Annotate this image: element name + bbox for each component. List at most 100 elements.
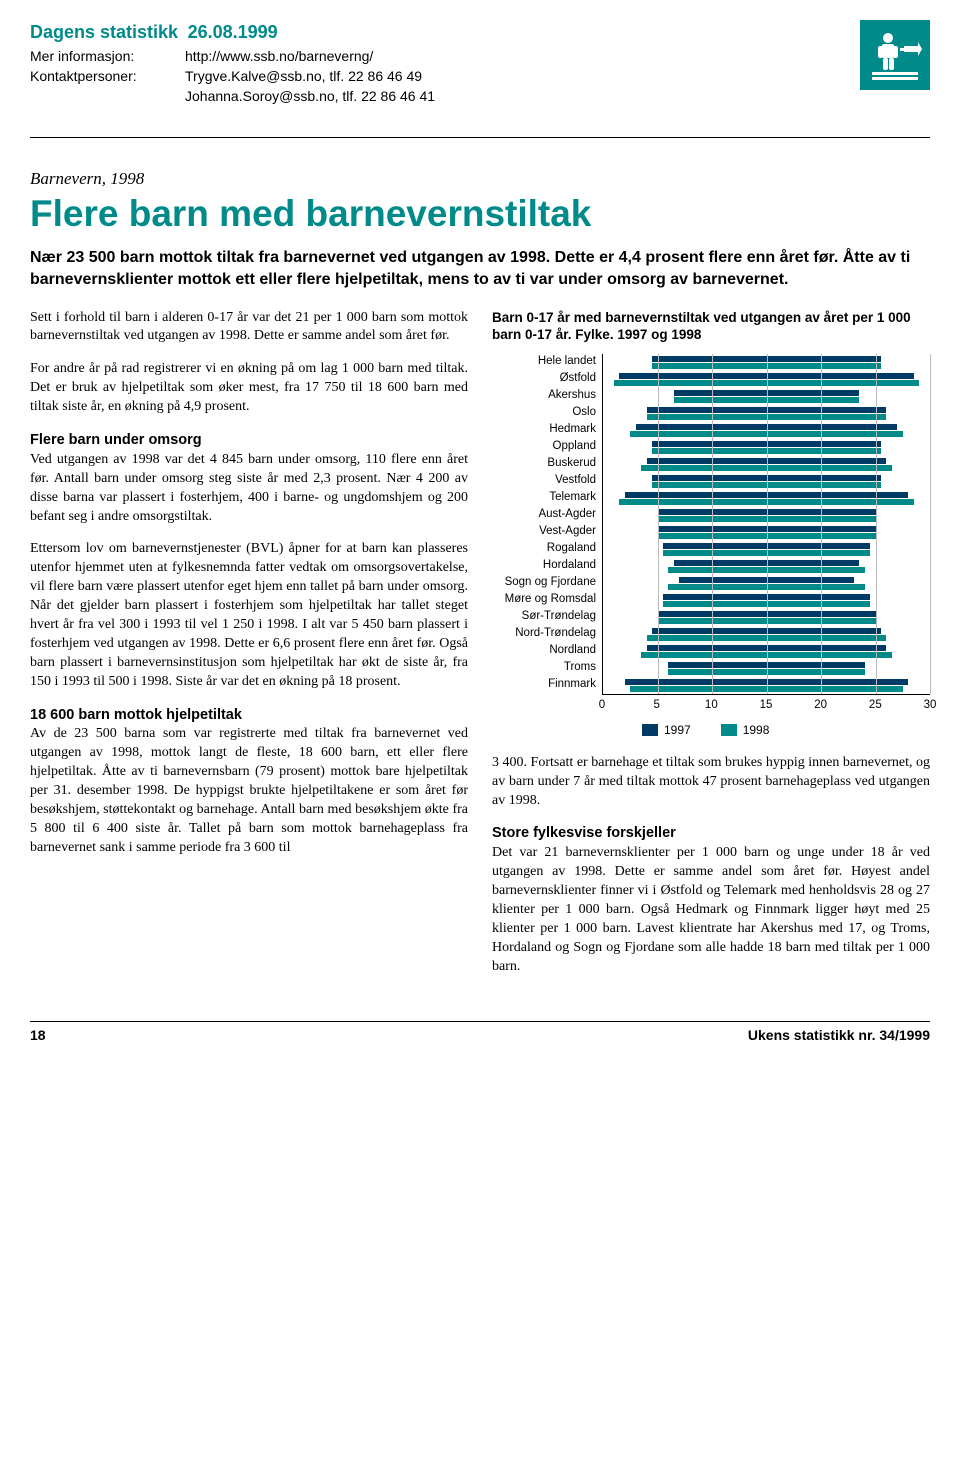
x-tick-label: 0: [599, 698, 605, 714]
chart-category-label: Buskerud: [492, 456, 602, 472]
divider: [30, 137, 930, 138]
bar-1998: [663, 601, 870, 607]
meta-label: [30, 87, 185, 106]
para: Store fylkesvise forskjeller Det var 21 …: [492, 824, 930, 976]
para: 18 600 barn mottok hjelpetiltak Av de 23…: [30, 706, 468, 858]
chart: Hele landetØstfoldAkershusOsloHedmarkOpp…: [492, 354, 930, 738]
chart-category-label: Møre og Romsdal: [492, 592, 602, 608]
bar-1998: [652, 482, 881, 488]
meta-label: Mer informasjon:: [30, 47, 185, 66]
bar-1997: [658, 611, 876, 617]
column-right: Barn 0-17 år med barnevernstiltak ved ut…: [492, 309, 930, 991]
x-tick-label: 25: [869, 698, 882, 714]
bar-1998: [652, 363, 881, 369]
kicker: Barnevern, 1998: [30, 168, 930, 191]
chart-category-label: Oppland: [492, 439, 602, 455]
chart-category-label: Hordaland: [492, 558, 602, 574]
header-date: 26.08.1999: [188, 22, 278, 42]
meta-row: Johanna.Soroy@ssb.no, tlf. 22 86 46 41: [30, 87, 860, 106]
para-text: Av de 23 500 barna som var registrerte m…: [30, 726, 468, 854]
logo-icon: [860, 20, 930, 90]
bar-1997: [674, 390, 859, 396]
bar-1998: [658, 618, 876, 624]
chart-category-label: Oslo: [492, 405, 602, 421]
legend-label: 1998: [743, 722, 770, 738]
page-number: 18: [30, 1026, 46, 1045]
chart-category-label: Hele landet: [492, 354, 602, 370]
subhead: Flere barn under omsorg: [30, 432, 202, 448]
bar-1997: [668, 662, 864, 668]
subhead: Store fylkesvise forskjeller: [492, 825, 676, 841]
bar-1997: [674, 560, 859, 566]
bar-1998: [668, 584, 864, 590]
bar-1997: [647, 645, 887, 651]
x-tick-label: 10: [705, 698, 718, 714]
bar-1997: [652, 628, 881, 634]
issue-ref: Ukens statistikk nr. 34/1999: [748, 1026, 930, 1045]
para-text: Ved utgangen av 1998 var det 4 845 barn …: [30, 452, 468, 524]
para: For andre år på rad registrerer vi en øk…: [30, 360, 468, 417]
para: Ettersom lov om barnevernstjenester (BVL…: [30, 540, 468, 691]
bar-1997: [652, 475, 881, 481]
chart-category-label: Østfold: [492, 371, 602, 387]
chart-category-label: Rogaland: [492, 541, 602, 557]
legend-swatch: [642, 724, 658, 736]
bar-1997: [625, 492, 908, 498]
legend-label: 1997: [664, 722, 691, 738]
para-text: Det var 21 barnevernsklienter per 1 000 …: [492, 845, 930, 973]
meta-label: Kontaktpersoner:: [30, 67, 185, 86]
bar-1998: [652, 448, 881, 454]
bar-1998: [641, 465, 892, 471]
bar-1997: [619, 373, 913, 379]
header-title-row: Dagens statistikk 26.08.1999: [30, 20, 860, 45]
gridline: [930, 354, 931, 694]
bar-1998: [674, 397, 859, 403]
x-tick-label: 30: [924, 698, 937, 714]
main-title: Flere barn med barnevernstiltak: [30, 195, 930, 234]
chart-category-label: Nordland: [492, 643, 602, 659]
chart-x-axis: 051015202530: [602, 698, 930, 712]
lead: Nær 23 500 barn mottok tiltak fra barnev…: [30, 247, 930, 290]
bar-1997: [647, 407, 887, 413]
bar-1998: [647, 414, 887, 420]
meta-row: Mer informasjon:http://www.ssb.no/barnev…: [30, 47, 860, 66]
bar-1997: [663, 543, 870, 549]
bar-1998: [658, 533, 876, 539]
chart-caption: Barn 0-17 år med barnevernstiltak ved ut…: [492, 309, 930, 344]
chart-category-label: Sogn og Fjordane: [492, 575, 602, 591]
footer: 18 Ukens statistikk nr. 34/1999: [30, 1021, 930, 1045]
bar-1998: [619, 499, 913, 505]
bar-1997: [647, 458, 887, 464]
subhead: 18 600 barn mottok hjelpetiltak: [30, 707, 242, 723]
chart-category-label: Troms: [492, 660, 602, 676]
x-tick-label: 5: [653, 698, 659, 714]
bar-1997: [625, 679, 908, 685]
bar-1998: [647, 635, 887, 641]
legend-swatch: [721, 724, 737, 736]
para: 3 400. Fortsatt er barnehage et tiltak s…: [492, 754, 930, 811]
meta-value: http://www.ssb.no/barneverng/: [185, 47, 373, 66]
bar-1997: [652, 356, 881, 362]
bar-1998: [668, 669, 864, 675]
body-columns: Sett i forhold til barn i alderen 0-17 å…: [30, 309, 930, 991]
chart-plot: [602, 354, 930, 695]
bar-1998: [658, 516, 876, 522]
bar-1997: [652, 441, 881, 447]
header-meta: Mer informasjon:http://www.ssb.no/barnev…: [30, 47, 860, 106]
header-left: Dagens statistikk 26.08.1999 Mer informa…: [30, 20, 860, 107]
para: Flere barn under omsorg Ved utgangen av …: [30, 431, 468, 526]
meta-value: Trygve.Kalve@ssb.no, tlf. 22 86 46 49: [185, 67, 422, 86]
meta-row: Kontaktpersoner:Trygve.Kalve@ssb.no, tlf…: [30, 67, 860, 86]
legend-item: 1998: [721, 722, 770, 738]
bar-1997: [658, 509, 876, 515]
chart-inner: Hele landetØstfoldAkershusOsloHedmarkOpp…: [492, 354, 930, 738]
bar-1997: [658, 526, 876, 532]
column-left: Sett i forhold til barn i alderen 0-17 å…: [30, 309, 468, 991]
chart-category-label: Vestfold: [492, 473, 602, 489]
bar-1998: [630, 431, 903, 437]
chart-category-label: Nord-Trøndelag: [492, 626, 602, 642]
bar-1997: [636, 424, 898, 430]
chart-category-label: Sør-Trøndelag: [492, 609, 602, 625]
header: Dagens statistikk 26.08.1999 Mer informa…: [30, 20, 930, 107]
bar-1998: [614, 380, 919, 386]
